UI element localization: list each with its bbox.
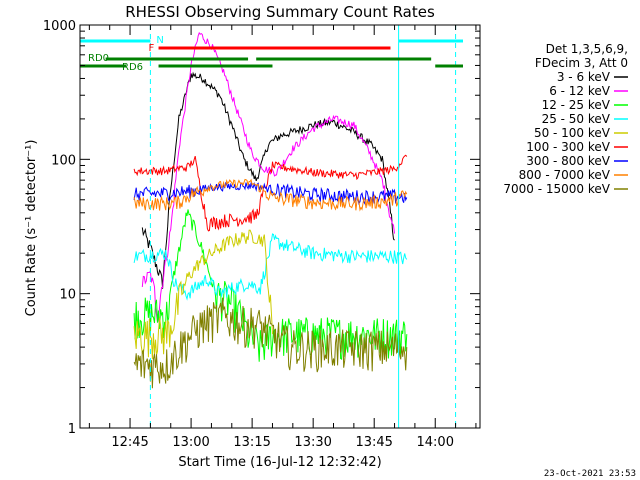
axes-layer: 1 10 100 1000 12:45 13:00 13:15 13:30 13:45 14:00 <box>43 19 481 450</box>
y-axis-label: Count Rate (s⁻¹ detector⁻¹) <box>24 140 39 317</box>
legend-entry-3: 25 - 50 keV <box>542 112 611 126</box>
series-line-0 <box>141 71 395 289</box>
x-tick-label-1: 13:00 <box>172 435 209 450</box>
legend-entry-5: 100 - 300 keV <box>526 140 610 154</box>
series-line-8 <box>133 297 408 389</box>
series-line-7 <box>133 178 408 212</box>
flag-label-n: N <box>156 35 163 46</box>
x-tick-label-4: 13:45 <box>355 435 392 450</box>
flag-label-f: F <box>149 43 155 54</box>
flag-label-rd6: RD6 <box>122 62 143 73</box>
legend-header-1: FDecim 3, Att 0 <box>535 56 628 70</box>
legend-entry-7: 800 - 7000 keV <box>519 168 611 182</box>
legend-entry-2: 12 - 25 keV <box>542 98 611 112</box>
flags-layer: NF RD0 RD6 <box>79 25 463 428</box>
series-line-3 <box>133 233 408 301</box>
legend-entry-8: 7000 - 15000 keV <box>503 182 610 196</box>
series-line-4 <box>133 229 273 360</box>
legend-entry-4: 50 - 100 keV <box>534 126 611 140</box>
legend-entry-1: 6 - 12 keV <box>549 84 611 98</box>
y-tick-label-3: 1000 <box>43 19 76 34</box>
y-tick-label-2: 100 <box>51 153 76 168</box>
flag-label-rd0: RD0 <box>88 53 109 64</box>
series-layer <box>133 31 408 389</box>
plot-area <box>80 25 480 428</box>
x-tick-label-3: 13:30 <box>294 435 331 450</box>
legend-header-0: Det 1,3,5,6,9, <box>546 42 628 56</box>
series-line-5 <box>133 154 408 232</box>
legend-entry-0: 3 - 6 keV <box>557 70 611 84</box>
x-tick-label-5: 14:00 <box>417 435 454 450</box>
y-tick-label-0: 1 <box>68 422 76 437</box>
legend-entry-6: 300 - 800 keV <box>526 154 610 168</box>
footer-date: 23-Oct-2021 23:53 <box>544 469 636 479</box>
series-line-2 <box>133 209 408 362</box>
x-tick-label-0: 12:45 <box>111 435 148 450</box>
chart-title: RHESSI Observing Summary Count Rates <box>125 3 435 21</box>
x-axis-label: Start Time (16-Jul-12 12:32:42) <box>178 455 381 470</box>
series-line-1 <box>141 31 395 323</box>
y-tick-label-1: 10 <box>59 288 76 303</box>
plot-frame <box>79 24 481 429</box>
series-line-6 <box>133 181 408 206</box>
legend: Det 1,3,5,6,9,FDecim 3, Att 03 - 6 keV6 … <box>503 42 628 196</box>
x-tick-label-2: 13:15 <box>233 435 270 450</box>
